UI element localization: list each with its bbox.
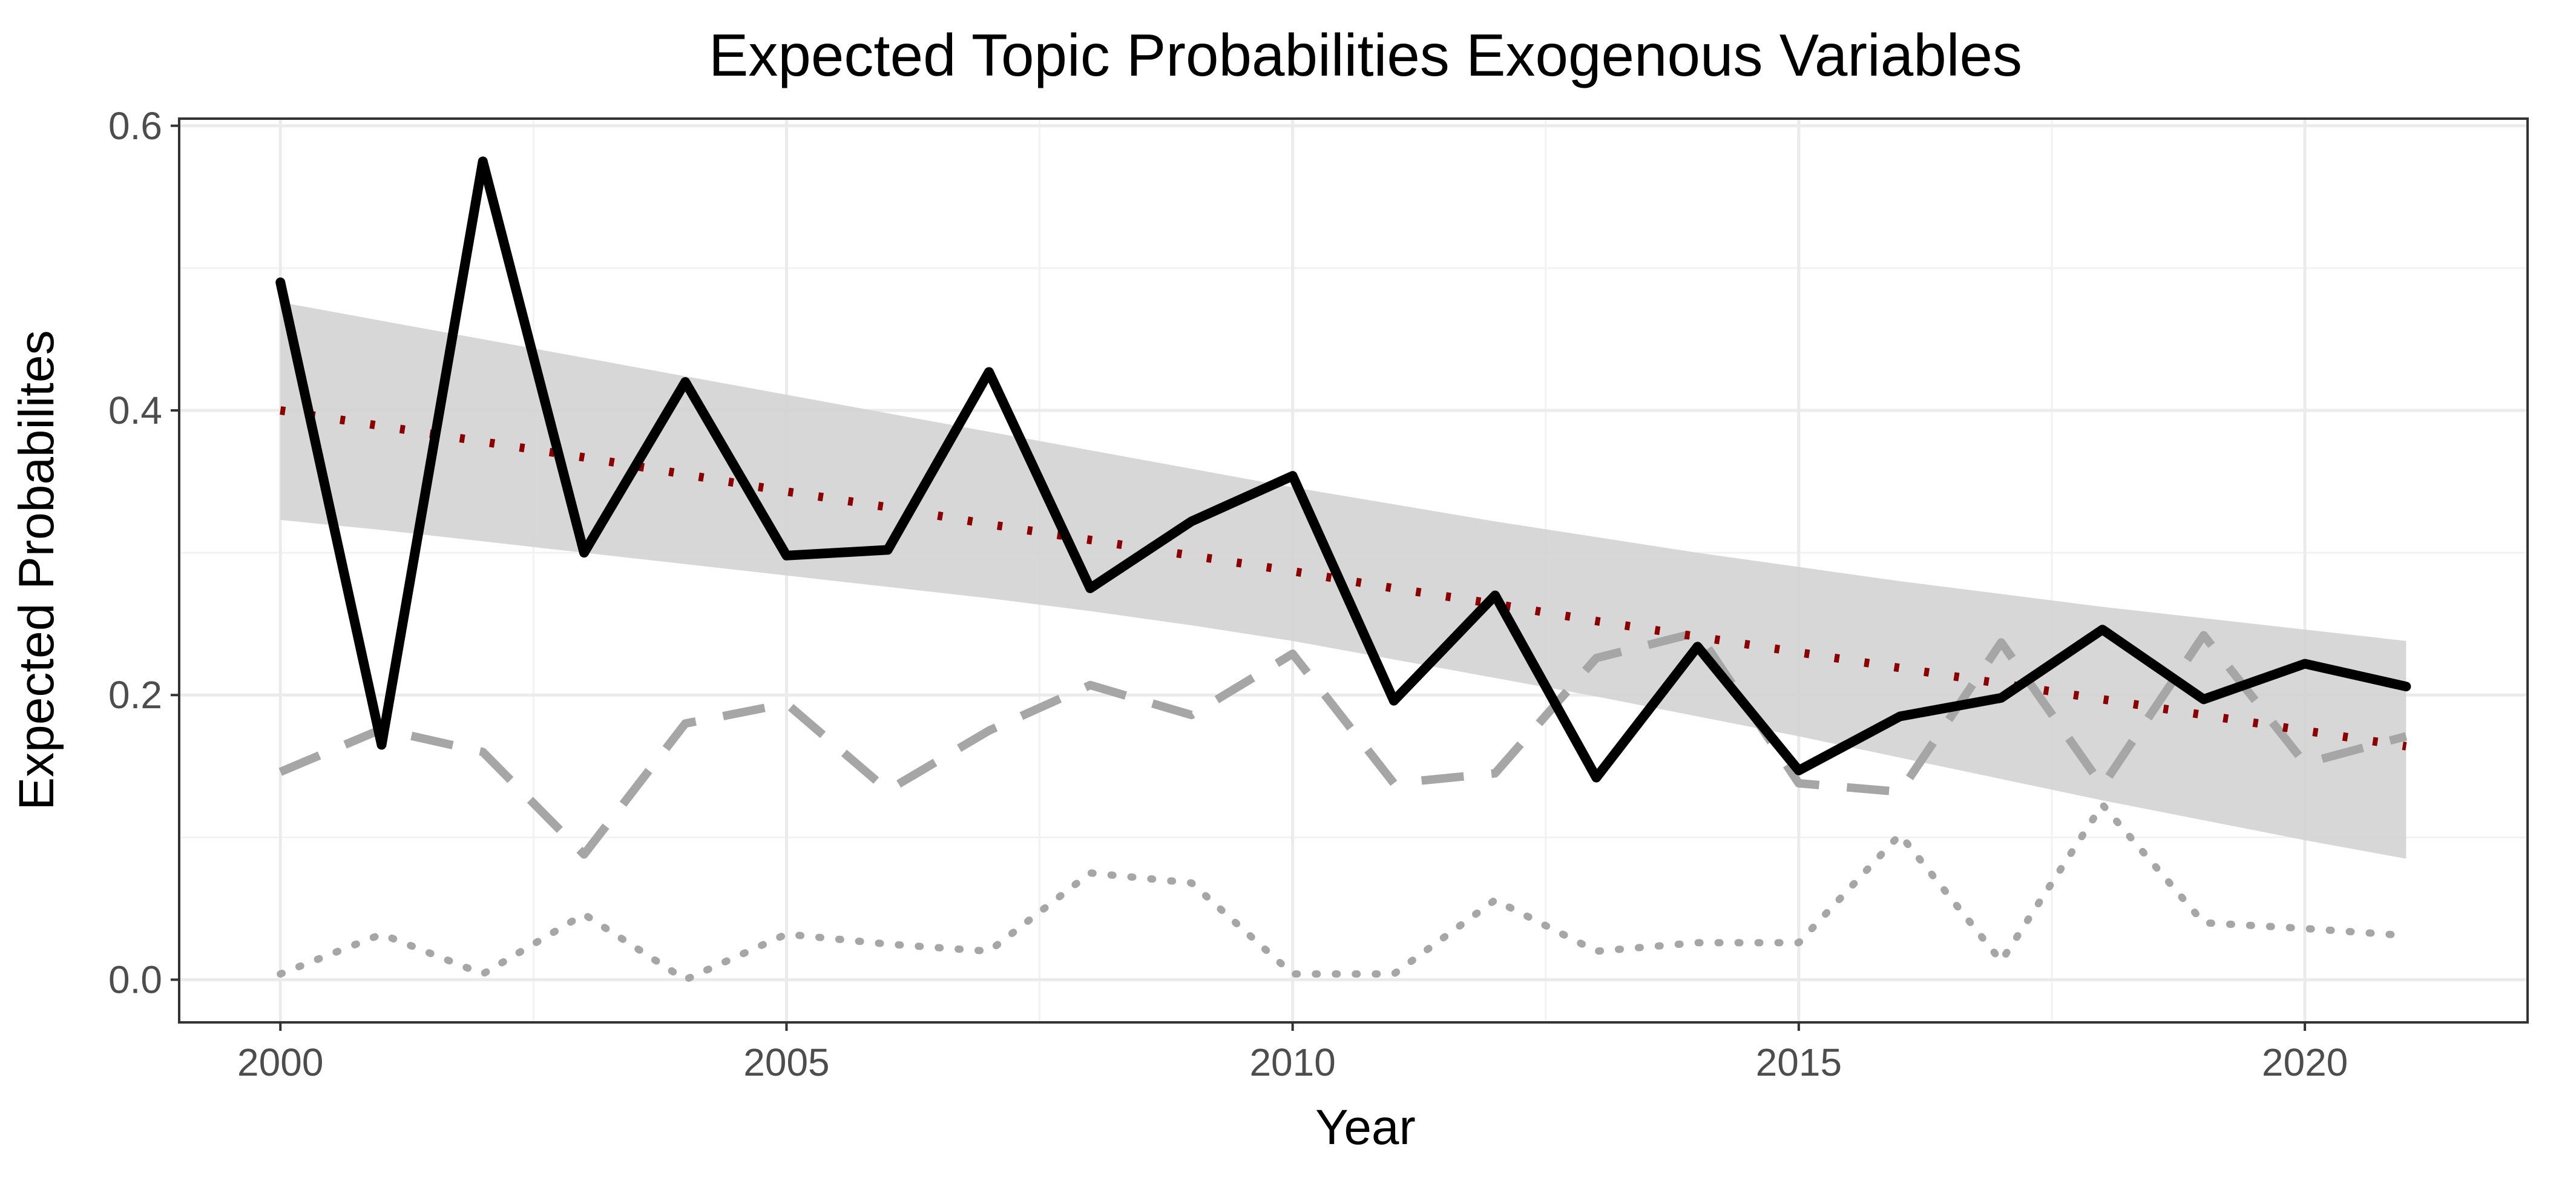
y-tick-label: 0.4 [108, 389, 162, 432]
x-axis-title: Year [1315, 1100, 1416, 1155]
series-line-topic-dotted [277, 801, 2410, 984]
chart-title: Expected Topic Probabilities Exogenous V… [709, 22, 2022, 88]
y-tick-label: 0.0 [108, 958, 162, 1001]
series-line-topic-dashed [278, 628, 2408, 859]
y-tick-label: 0.2 [108, 673, 162, 717]
series-layer [275, 156, 2411, 984]
y-axis-title: Expected Probabilites [9, 330, 64, 810]
x-tick-label: 2010 [1249, 1041, 1335, 1084]
x-tick-label: 2000 [237, 1041, 323, 1084]
series-line-topic-solid [275, 156, 2411, 783]
y-tick-label: 0.6 [108, 104, 162, 148]
x-tick-label: 2005 [743, 1041, 829, 1084]
plot-border [178, 117, 2529, 1024]
x-tick-label: 2020 [2262, 1041, 2348, 1084]
axes-layer: 2000 2005 2010 2015 2020 0.0 0.2 0.4 0.6 [108, 104, 2348, 1084]
x-tick-label: 2015 [1756, 1041, 1842, 1084]
